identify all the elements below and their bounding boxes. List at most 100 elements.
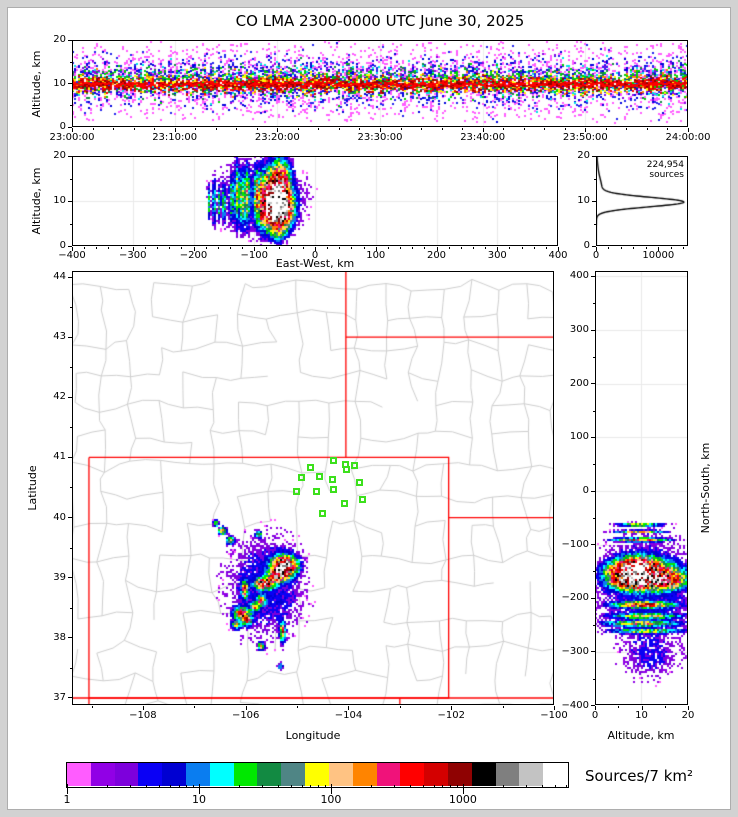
tick-mark [664,705,666,709]
east-west-xlabel: East-West, km [275,257,355,270]
tick-mark [68,126,72,128]
tick-label: 100 [366,249,386,261]
tick-mark [592,678,595,680]
tick-label: 400 [569,270,589,282]
colorbar-segment [352,763,377,786]
lma-station-marker [297,473,305,481]
tick-mark [542,784,544,788]
altitude-histogram-canvas [596,156,688,246]
tick-mark [69,367,72,369]
tick-mark [290,246,292,250]
tick-label: −108 [129,709,157,721]
tick-mark [193,246,195,251]
tick-mark [133,127,135,131]
tick-mark [318,127,320,131]
tick-mark [256,127,258,131]
tick-mark [460,246,462,250]
figure-title: CO LMA 2300-0000 UTC June 30, 2025 [235,12,525,30]
tick-mark [645,246,647,250]
tick-label: −200 [561,592,589,604]
tick-label: 10 [53,77,66,89]
tick-mark [502,784,504,788]
tick-label: 0 [583,240,590,251]
tick-label: −100 [540,709,568,721]
tick-mark [142,705,144,710]
tick-mark [462,127,464,131]
tick-mark [387,246,389,250]
tick-mark [462,788,464,794]
tick-mark [485,246,487,250]
map-xlabel: Longitude [285,729,341,742]
tick-mark [450,784,452,788]
tick-mark [555,784,557,788]
tick-mark [69,667,72,669]
tick-mark [68,39,72,41]
tick-label: 0 [591,709,599,721]
tick-mark [533,246,535,250]
tick-mark [592,303,595,305]
tick-mark [327,246,329,250]
tick-mark [205,246,207,250]
north-south-xlabel: Altitude, km [607,729,675,742]
colorbar-segment [233,763,258,786]
tick-label: 39 [53,571,66,583]
colorbar [66,762,569,788]
tick-mark [592,464,595,466]
tick-mark [412,246,414,250]
tick-mark [106,784,108,788]
tick-mark [69,223,72,225]
tick-label: 43 [53,331,66,343]
tick-mark [310,784,312,788]
colorbar-segment [186,763,211,786]
tick-mark [68,517,72,519]
tick-mark [605,127,607,131]
tick-label: 0 [311,249,319,261]
tick-mark [238,784,240,788]
colorbar-segment [114,763,139,786]
tick-mark [451,705,453,710]
tick-label: 20 [681,709,695,721]
tick-label: −104 [334,709,363,721]
map-ylabel: Latitude [26,465,39,511]
tick-mark [297,127,299,131]
tick-mark [194,705,196,709]
tick-label: 200 [569,377,589,389]
tick-label: −200 [179,249,208,261]
tick-mark [410,784,412,788]
tick-mark [132,246,134,251]
tick-mark [72,246,73,251]
tick-mark [96,246,98,250]
colorbar-segment [424,763,449,786]
tick-mark [497,246,499,251]
tick-label: −400 [561,699,589,711]
tick-label: 10 [53,195,66,206]
tick-mark [198,783,200,788]
colorbar-tick-label: 100 [320,793,342,806]
time-height-canvas [72,40,688,127]
tick-mark [591,544,595,546]
tick-mark [277,127,279,132]
tick-label: 20 [53,34,66,45]
tick-mark [169,784,171,788]
tick-mark [433,784,435,788]
lma-station-marker [329,486,337,494]
tick-mark [351,246,353,250]
tick-mark [592,155,596,157]
tick-mark [254,246,256,251]
lma-station-marker [342,465,350,473]
tick-mark [174,127,176,132]
tick-mark [68,83,72,84]
tick-mark [181,246,183,250]
tick-mark [423,784,425,788]
lma-station-marker [328,476,336,484]
colorbar-segment [90,763,116,786]
tick-label: 41 [53,451,66,463]
lma-station-marker [316,472,324,480]
east-west-canvas [72,156,558,246]
tick-mark [591,597,595,599]
colorbar-segment [471,763,497,786]
tick-mark [84,246,86,250]
tick-mark [400,246,402,250]
tick-mark [169,246,171,250]
